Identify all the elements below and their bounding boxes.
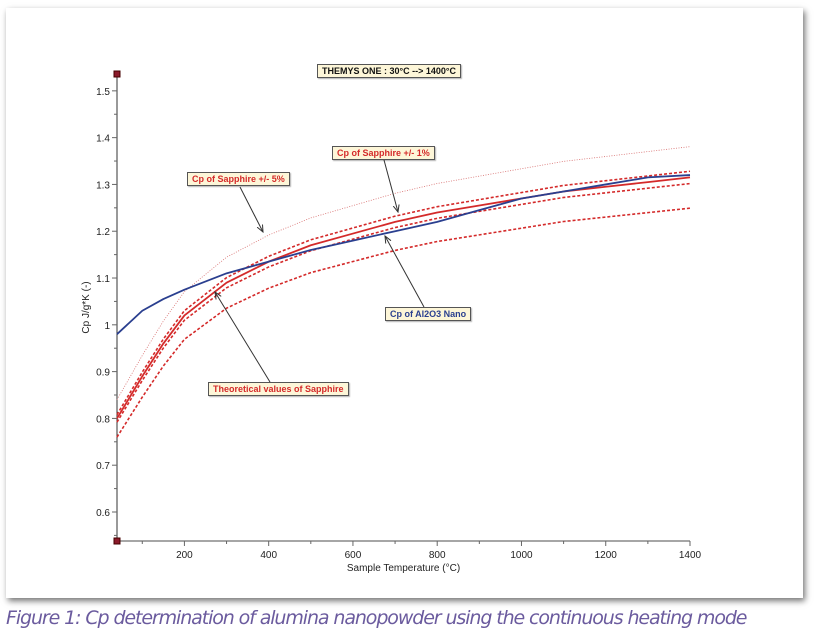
y-tick-label: 1.5 (96, 87, 110, 98)
x-tick-label: 800 (429, 550, 446, 561)
y-tick-label: 1 (104, 321, 110, 332)
y-tick-label: 1.3 (96, 180, 110, 191)
arrow-theoretical (215, 292, 271, 383)
y-tick-label: 1.2 (96, 227, 110, 238)
series-line-2 (116, 182, 691, 423)
figure-caption: Figure 1: Cp determination of alumina na… (6, 607, 748, 629)
arrow-1pct (383, 159, 398, 212)
chart: 200 400 600 800 1000 1200 1400 0.6 0.7 0.8 0.9 1 1.1… (81, 70, 702, 574)
x-axis-label: Sample Temperature (°C) (347, 563, 460, 574)
y-tick-label: 0.6 (96, 508, 110, 519)
x-tick-label: 1000 (510, 550, 533, 561)
arrow-5pct (239, 186, 263, 232)
y-tick-label: 0.8 (96, 414, 110, 425)
x-tick-label: 1200 (595, 550, 618, 561)
annotation-sapphire-5pct: Cp of Sapphire +/- 5% (187, 172, 290, 186)
y-axis-handle (113, 70, 121, 78)
annotation-title: THEMYS ONE : 30°C --> 1400°C (317, 64, 461, 78)
series-line-4 (116, 207, 691, 438)
series-line-3 (116, 146, 691, 400)
x-axis-handle (113, 537, 121, 545)
y-tick-label: 1.4 (96, 134, 110, 145)
y-tick-label: 0.7 (96, 461, 110, 472)
x-tick-label: 1400 (679, 550, 702, 561)
arrow-al2o3 (385, 236, 425, 308)
x-tick-label: 600 (345, 550, 362, 561)
figure-frame: 200 400 600 800 1000 1200 1400 0.6 0.7 0.8 0.9 1 1.1… (6, 8, 803, 598)
series-line-5 (116, 174, 691, 335)
annotation-al2o3: Cp of Al2O3 Nano (385, 307, 472, 321)
y-tick-label: 1.1 (96, 274, 110, 285)
y-tick-label: 0.9 (96, 368, 110, 379)
annotation-theoretical: Theoretical values of Sapphire (208, 382, 349, 396)
annotation-sapphire-1pct: Cp of Sapphire +/- 1% (332, 146, 435, 160)
x-tick-label: 200 (176, 550, 193, 561)
series-line-1 (116, 170, 691, 416)
y-axis-label: Cp J/g*K (-) (81, 281, 92, 333)
series-line-0 (116, 176, 691, 419)
x-tick-label: 400 (260, 550, 277, 561)
